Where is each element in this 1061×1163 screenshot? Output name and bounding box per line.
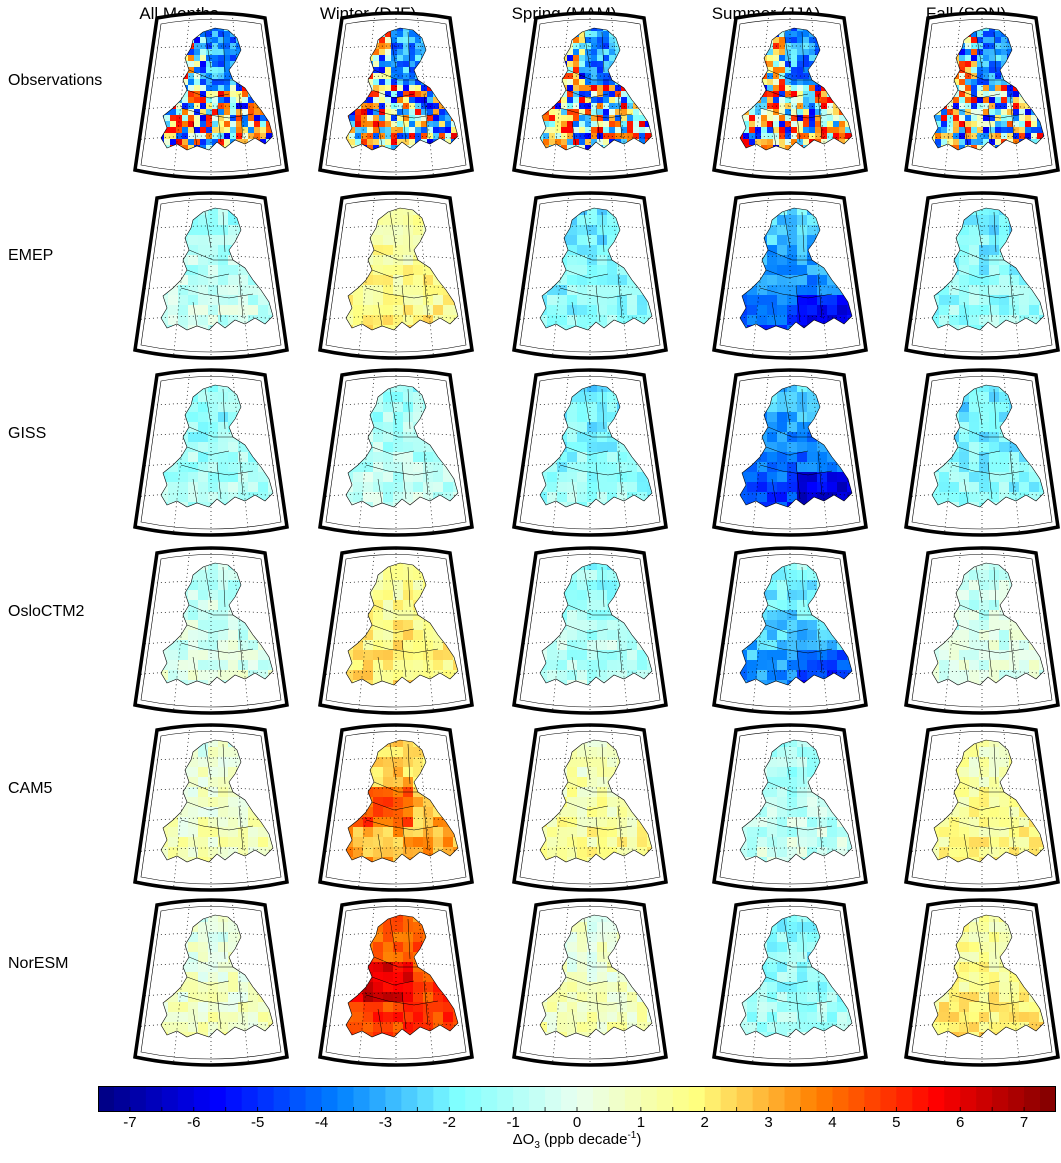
map-panel	[318, 367, 474, 539]
map-panel	[133, 367, 289, 539]
map-panel	[133, 722, 289, 894]
colorbar-gradient	[97, 1086, 1057, 1112]
colorbar-tick-label: 3	[764, 1114, 773, 1131]
colorbar-label: ΔO3 (ppb decade-1)	[512, 1130, 642, 1151]
colorbar-tick-label: -6	[187, 1114, 201, 1131]
map-panel	[904, 367, 1060, 539]
row-label: EMEP	[8, 247, 54, 264]
map-panel	[512, 722, 668, 894]
map-panel	[512, 545, 668, 717]
colorbar-tick-label: 1	[636, 1114, 646, 1131]
map-panel	[712, 367, 868, 539]
row-label: OsloCTM2	[8, 603, 85, 620]
colorbar-tick-label: 2	[700, 1114, 709, 1131]
colorbar-tick-label: -4	[314, 1114, 329, 1131]
map-panel	[712, 545, 868, 717]
map-panel	[904, 190, 1060, 362]
colorbar: -7 -6 -5 -4 -3 -2 -1 0 1 2 3 4 5 6 7 ΔO3 (ppb decade-1…	[97, 1086, 1057, 1163]
map-panel	[712, 897, 868, 1069]
colorbar-tick-label: -2	[442, 1114, 456, 1131]
map-panel	[133, 545, 289, 717]
colorbar-tick-label: -3	[378, 1114, 393, 1131]
row-label: NorESM	[8, 955, 69, 972]
map-panel	[318, 722, 474, 894]
map-panel	[512, 367, 668, 539]
colorbar-tick-label: -7	[123, 1114, 137, 1131]
map-panel	[712, 10, 868, 182]
colorbar-tick-label: 6	[956, 1114, 965, 1131]
map-panel	[318, 190, 474, 362]
map-panel	[904, 545, 1060, 717]
map-panel	[904, 897, 1060, 1069]
map-panel	[512, 190, 668, 362]
map-panel	[133, 10, 289, 182]
colorbar-tick-label: 7	[1019, 1114, 1029, 1131]
map-panel	[904, 10, 1060, 182]
map-panel	[318, 897, 474, 1069]
colorbar-tick-label: 5	[892, 1114, 901, 1131]
map-panel	[712, 722, 868, 894]
map-panel	[318, 545, 474, 717]
colorbar-tick-label: -1	[506, 1114, 520, 1131]
colorbar-tick-label: 4	[828, 1114, 837, 1131]
map-panel	[318, 10, 474, 182]
colorbar-tick-label: 0	[572, 1114, 582, 1131]
map-panel	[512, 10, 668, 182]
row-label: GISS	[8, 425, 47, 442]
row-label: Observations	[8, 72, 103, 89]
map-panel	[712, 190, 868, 362]
row-label: CAM5	[8, 780, 53, 797]
map-panel	[133, 190, 289, 362]
map-panel	[512, 897, 668, 1069]
map-panel	[904, 722, 1060, 894]
colorbar-tick-label: -5	[250, 1114, 265, 1131]
map-panel	[133, 897, 289, 1069]
